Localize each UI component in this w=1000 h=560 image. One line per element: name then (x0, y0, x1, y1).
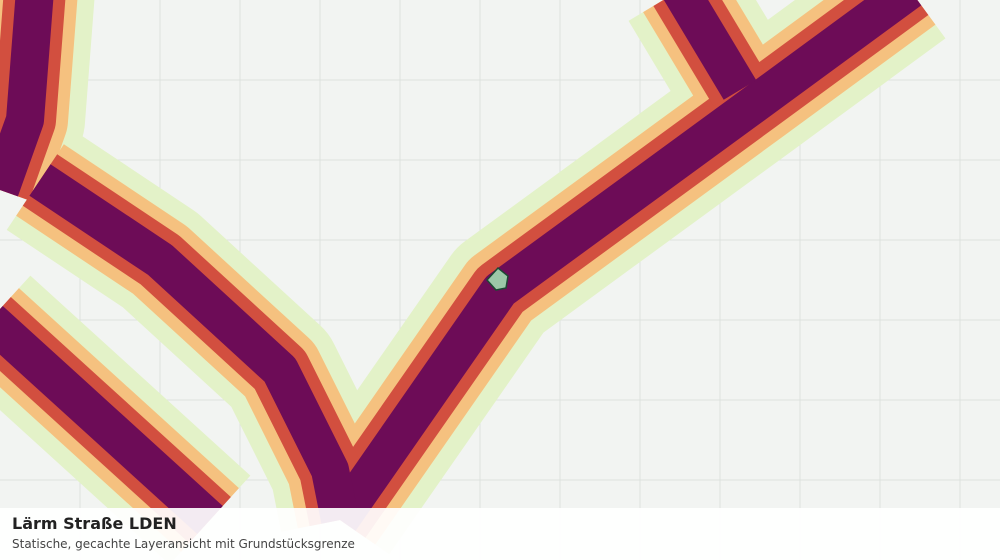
layer-title: Lärm Straße LDEN (12, 514, 177, 533)
info-footer: Lärm Straße LDEN Statische, gecachte Lay… (0, 508, 1000, 560)
noise-purple (0, 0, 922, 535)
layer-subtitle: Statische, gecachte Layeransicht mit Gru… (12, 537, 355, 551)
parcel-boundary[interactable] (485, 266, 509, 291)
